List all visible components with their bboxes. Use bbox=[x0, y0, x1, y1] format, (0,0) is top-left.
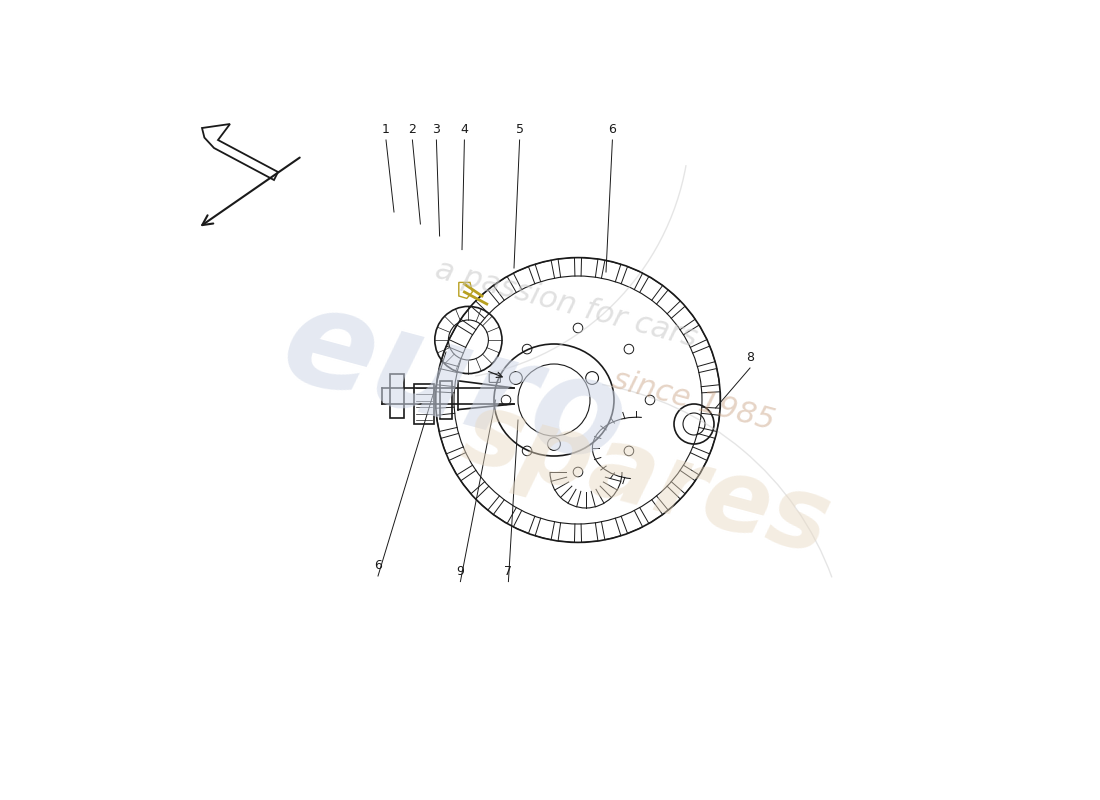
Text: 2: 2 bbox=[408, 123, 416, 136]
Text: since 1985: since 1985 bbox=[609, 365, 778, 435]
Text: 1: 1 bbox=[382, 123, 389, 136]
Bar bbox=[390, 374, 405, 418]
Bar bbox=[414, 384, 435, 424]
Text: a passion for cars: a passion for cars bbox=[432, 255, 701, 353]
Text: 6: 6 bbox=[608, 123, 616, 136]
Text: 7: 7 bbox=[505, 565, 513, 578]
Text: 3: 3 bbox=[432, 123, 440, 136]
Text: 8: 8 bbox=[746, 351, 754, 364]
Text: 6: 6 bbox=[374, 559, 382, 572]
Text: spares: spares bbox=[452, 385, 839, 575]
Text: 5: 5 bbox=[516, 123, 524, 136]
Text: 9: 9 bbox=[456, 565, 464, 578]
Bar bbox=[440, 381, 452, 419]
Text: 4: 4 bbox=[461, 123, 469, 136]
Text: euro: euro bbox=[268, 275, 640, 493]
